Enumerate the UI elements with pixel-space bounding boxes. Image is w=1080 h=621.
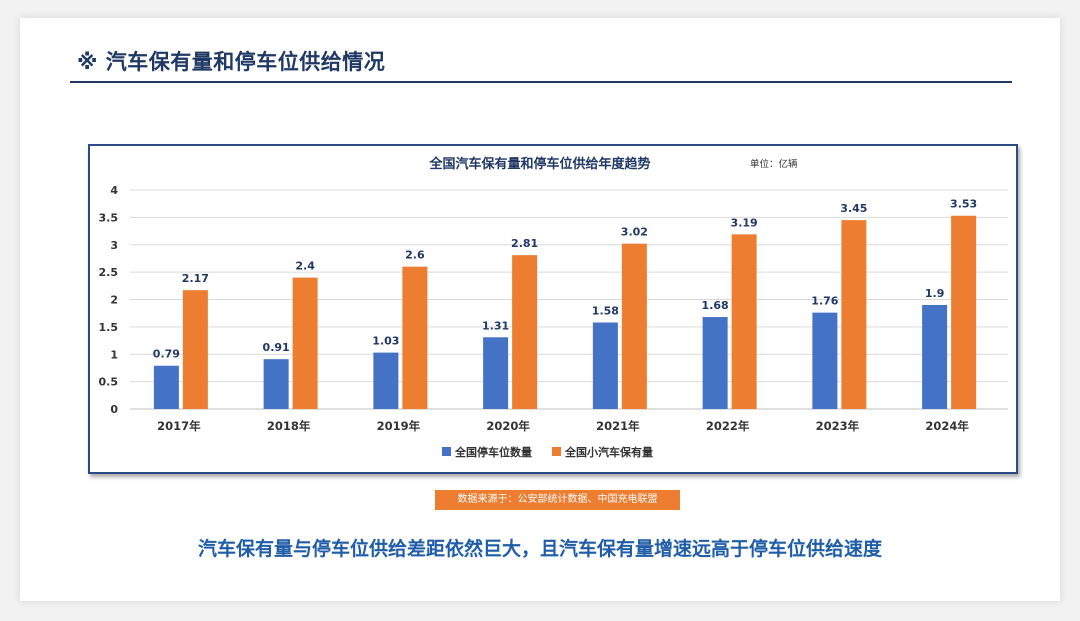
y-tick-label: 3 <box>110 239 118 252</box>
bar-vehicles <box>182 290 208 409</box>
data-label: 1.9 <box>925 287 945 300</box>
y-tick-label: 3.5 <box>99 211 119 224</box>
data-label: 3.02 <box>621 226 648 239</box>
title-divider <box>70 81 1012 83</box>
bar-parking <box>483 337 509 409</box>
page-title: ※ 汽车保有量和停车位供给情况 <box>77 50 386 74</box>
y-tick-label: 2 <box>110 294 118 307</box>
bar-parking <box>153 365 179 409</box>
data-label: 1.76 <box>811 295 838 308</box>
chart-panel: 全国汽车保有量和停车位供给年度趋势 单位：亿辆 0 0.5 1 1.5 2 2.5 3 3.5… <box>88 144 1018 474</box>
y-tick-label: 4 <box>110 184 118 197</box>
data-label: 3.53 <box>950 198 977 211</box>
x-tick-label: 2021年 <box>596 419 640 433</box>
legend-label-vehicles: 全国小汽车保有量 <box>564 445 653 459</box>
x-tick-label: 2017年 <box>157 419 201 433</box>
data-label: 1.68 <box>702 299 729 312</box>
data-label: 0.79 <box>153 348 180 361</box>
bar-parking <box>592 322 618 409</box>
data-label: 3.45 <box>840 202 867 215</box>
bar-vehicles <box>841 220 867 409</box>
data-label: 2.4 <box>295 260 315 273</box>
bar-vehicles <box>402 266 428 409</box>
y-tick-label: 2.5 <box>99 266 119 279</box>
bar-chart: 全国汽车保有量和停车位供给年度趋势 单位：亿辆 0 0.5 1 1.5 2 2.5 3 3.5… <box>99 156 1008 459</box>
data-label: 1.03 <box>372 335 399 348</box>
bar-vehicles <box>621 243 647 409</box>
slide: ※ 汽车保有量和停车位供给情况 全国汽车保有量和停车位供给年度趋势 单位：亿辆 … <box>20 18 1060 601</box>
data-label: 3.19 <box>731 216 758 229</box>
data-label: 2.6 <box>405 249 425 262</box>
bar-parking <box>702 317 728 409</box>
data-label: 2.81 <box>511 237 538 250</box>
conclusion-text: 汽车保有量与停车位供给差距依然巨大，且汽车保有量增速远高于停车位供给速度 <box>197 538 882 560</box>
bar-vehicles <box>951 215 977 409</box>
x-tick-label: 2023年 <box>816 419 860 433</box>
chart-title: 全国汽车保有量和停车位供给年度趋势 <box>428 156 650 172</box>
data-label: 1.31 <box>482 319 509 332</box>
bar-parking <box>373 352 399 409</box>
legend-label-parking: 全国停车位数量 <box>454 445 532 459</box>
data-label: 1.58 <box>592 304 619 317</box>
x-tick-label: 2020年 <box>486 419 530 433</box>
bar-vehicles <box>731 234 757 409</box>
y-tick-label: 0 <box>110 403 118 416</box>
y-tick-label: 1 <box>110 348 118 361</box>
legend-swatch-parking <box>442 447 451 456</box>
bar-parking <box>263 359 289 409</box>
y-tick-label: 0.5 <box>99 376 119 389</box>
x-tick-label: 2019年 <box>377 419 421 433</box>
y-tick-label: 1.5 <box>99 321 119 334</box>
bar-vehicles <box>512 255 538 409</box>
data-label: 0.91 <box>263 341 290 354</box>
source-note: 数据来源于：公安部统计数据、中国充电联盟 <box>435 490 680 510</box>
chart-unit: 单位：亿辆 <box>750 158 798 170</box>
data-label: 2.17 <box>182 272 209 285</box>
legend-swatch-vehicles <box>552 447 561 456</box>
x-tick-label: 2024年 <box>925 419 969 433</box>
bar-parking <box>812 312 838 409</box>
bar-vehicles <box>292 277 318 409</box>
x-tick-label: 2022年 <box>706 419 750 433</box>
x-tick-label: 2018年 <box>267 419 311 433</box>
bar-parking <box>922 304 948 409</box>
